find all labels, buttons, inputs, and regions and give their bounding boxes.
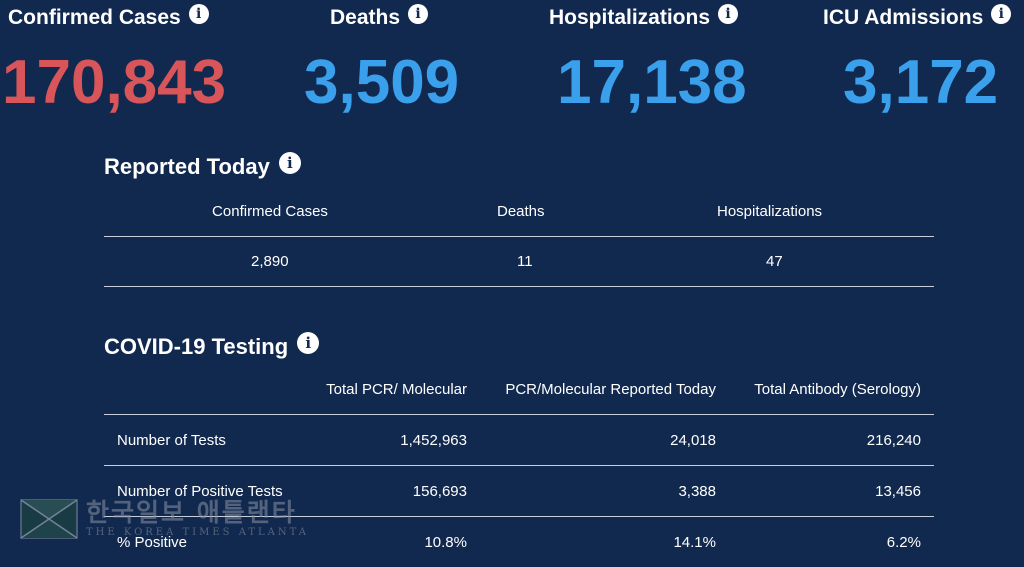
stat-confirmed-label: Confirmed Cases (8, 6, 181, 29)
row-label: % Positive (117, 533, 188, 551)
testing-title: COVID-19 Testing (104, 334, 289, 359)
testing-heading: COVID-19 Testing i (104, 332, 320, 362)
column-header: Deaths (497, 202, 545, 220)
summary-stats: Confirmed Cases i 170,843 Deaths i 3,509… (0, 0, 1024, 125)
info-icon[interactable]: i (188, 4, 209, 24)
row-label: Number of Tests (117, 431, 226, 449)
table-row: % Positive 10.8% 14.1% 6.2% (104, 517, 934, 567)
column-header: Hospitalizations (717, 202, 823, 220)
table-cell: 11 (517, 253, 533, 270)
table-cell: 10.8% (424, 533, 467, 551)
testing-table: Total PCR/ Molecular PCR/Molecular Repor… (104, 365, 934, 567)
table-row: Number of Tests 1,452,963 24,018 216,240 (104, 415, 934, 466)
info-icon[interactable]: i (278, 152, 301, 174)
reported-today-heading: Reported Today i (104, 152, 301, 182)
watermark: 한국일보 애틀랜타 THE KOREA TIMES ATLANTA (20, 499, 309, 539)
stat-icu-label: ICU Admissions (823, 6, 984, 29)
watermark-korean: 한국일보 애틀랜타 (86, 498, 297, 527)
stat-deaths-label: Deaths (330, 6, 401, 29)
table-cell: 3,388 (678, 482, 716, 500)
table-cell: 2,890 (251, 253, 289, 270)
reported-today-table: Confirmed Cases Deaths Hospitalizations … (104, 186, 934, 287)
table-cell: 156,693 (412, 482, 467, 500)
table-cell: 216,240 (866, 431, 921, 449)
stat-confirmed-cases: Confirmed Cases i 170,843 (2, 0, 226, 114)
column-header: Confirmed Cases (212, 202, 328, 220)
stat-hospitalizations: Hospitalizations i 17,138 (549, 0, 747, 114)
table-header-row: Total PCR/ Molecular PCR/Molecular Repor… (104, 365, 934, 415)
column-header: Total PCR/ Molecular (326, 381, 467, 398)
stat-hospitalizations-label: Hospitalizations (549, 6, 711, 29)
watermark-text: 한국일보 애틀랜타 THE KOREA TIMES ATLANTA (86, 500, 309, 538)
table-row: Number of Positive Tests 156,693 3,388 1… (104, 466, 934, 517)
table-cell: 47 (766, 253, 783, 270)
stat-confirmed-value: 170,843 (2, 48, 227, 117)
info-icon[interactable]: i (718, 4, 739, 24)
column-header: Total Antibody (Serology) (754, 381, 921, 398)
table-cell: 13,456 (875, 482, 921, 500)
table-cell: 24,018 (670, 431, 716, 449)
table-cell: 14.1% (673, 533, 716, 551)
stat-deaths: Deaths i 3,509 (304, 0, 459, 114)
table-row: 2,890 11 47 (104, 237, 934, 287)
stat-hospitalizations-value: 17,138 (557, 48, 747, 117)
stat-icu-value: 3,172 (843, 48, 999, 117)
stat-icu-admissions: ICU Admissions i 3,172 (823, 0, 1012, 114)
table-cell: 6.2% (886, 533, 921, 551)
info-icon[interactable]: i (991, 4, 1012, 24)
column-header: PCR/Molecular Reported Today (505, 381, 716, 398)
stat-deaths-value: 3,509 (304, 48, 460, 117)
watermark-english: THE KOREA TIMES ATLANTA (86, 527, 309, 538)
row-label: Number of Positive Tests (117, 482, 283, 500)
reported-today-title: Reported Today (104, 154, 270, 179)
table-cell: 1,452,963 (400, 431, 467, 449)
table-header-row: Confirmed Cases Deaths Hospitalizations (104, 186, 934, 237)
info-icon[interactable]: i (297, 332, 320, 354)
korea-times-logo-icon (20, 499, 78, 539)
info-icon[interactable]: i (408, 4, 429, 24)
